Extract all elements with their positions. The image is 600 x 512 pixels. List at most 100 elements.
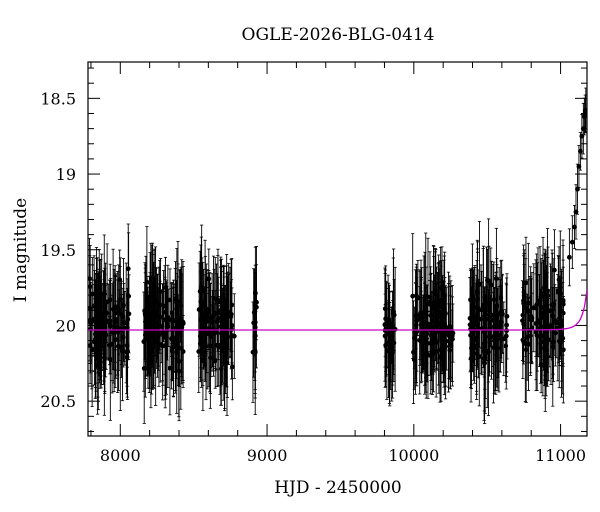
- data-point: [124, 349, 129, 355]
- data-point: [418, 310, 424, 316]
- data-point: [481, 341, 487, 346]
- y-axis-label: I magnitude: [11, 198, 31, 302]
- data-point: [523, 347, 529, 353]
- data-point: [575, 186, 580, 192]
- data-point: [542, 314, 547, 319]
- data-point: [470, 322, 476, 327]
- data-point: [214, 342, 220, 348]
- data-point: [387, 338, 393, 344]
- data-point: [231, 333, 237, 339]
- data-point: [550, 339, 556, 345]
- data-point: [121, 302, 126, 308]
- data-point: [178, 345, 184, 351]
- data-point: [433, 291, 439, 297]
- data-point: [157, 302, 163, 308]
- x-axis-label: HJD - 2450000: [274, 478, 402, 498]
- data-point: [109, 341, 115, 347]
- data-point: [199, 304, 205, 309]
- data-point: [548, 323, 554, 328]
- data-point: [560, 310, 566, 316]
- chart-title: OGLE-2026-BLG-0414: [242, 25, 435, 45]
- data-point: [202, 316, 208, 322]
- data-point: [94, 309, 100, 315]
- data-point: [535, 300, 540, 306]
- data-point: [142, 312, 148, 318]
- data-point: [165, 323, 171, 329]
- data-point: [224, 307, 229, 312]
- data-point: [222, 345, 227, 351]
- data-point: [473, 337, 479, 343]
- data-point: [569, 239, 575, 245]
- data-point: [153, 339, 159, 345]
- data-point: [436, 304, 442, 310]
- data-point: [410, 293, 416, 299]
- data-point: [125, 266, 131, 272]
- data-point: [468, 356, 474, 361]
- x-tick-label: 8000: [100, 446, 141, 465]
- data-point: [583, 108, 587, 113]
- data-point: [525, 309, 531, 314]
- data-point: [448, 343, 454, 349]
- data-point: [141, 366, 147, 371]
- data-point: [91, 316, 97, 322]
- data-point: [390, 323, 395, 329]
- data-point: [224, 360, 230, 366]
- data-point: [120, 348, 125, 354]
- data-point: [218, 324, 224, 329]
- data-point: [538, 362, 544, 368]
- data-point: [150, 293, 156, 299]
- data-point: [419, 322, 425, 327]
- data-point: [148, 302, 154, 308]
- data-points: [88, 87, 587, 425]
- data-point: [167, 365, 173, 371]
- data-point: [99, 309, 105, 315]
- plot-frame: [87, 61, 588, 437]
- data-point: [229, 323, 235, 328]
- data-point: [101, 314, 107, 320]
- data-point: [481, 304, 486, 310]
- data-point: [142, 308, 148, 314]
- data-point: [124, 325, 130, 331]
- data-point: [503, 343, 509, 349]
- data-point: [566, 254, 572, 260]
- data-point: [117, 277, 123, 282]
- data-point: [528, 317, 534, 323]
- data-point: [88, 276, 92, 282]
- tick-labels: 8000 9000 10000 11000 18.5 19 19.5 20 20.5: [40, 89, 586, 465]
- y-tick-label: 19: [56, 165, 76, 184]
- x-tick-label: 9000: [247, 446, 288, 465]
- data-point: [125, 316, 131, 322]
- data-point: [423, 351, 429, 357]
- data-point: [545, 293, 551, 298]
- data-point: [558, 318, 564, 324]
- data-point: [521, 291, 527, 297]
- data-point: [439, 300, 445, 306]
- data-point: [144, 323, 150, 329]
- data-point: [524, 334, 530, 340]
- data-point: [169, 348, 175, 354]
- data-point: [208, 333, 214, 339]
- data-point: [447, 347, 453, 353]
- data-point: [251, 310, 257, 315]
- data-point: [487, 334, 492, 340]
- data-point: [414, 318, 420, 323]
- data-point: [254, 299, 259, 305]
- data-point: [468, 326, 473, 332]
- data-point: [101, 291, 107, 297]
- data-point: [431, 351, 436, 356]
- data-point: [539, 333, 545, 339]
- data-point: [162, 343, 168, 349]
- data-point: [167, 297, 173, 303]
- data-point: [178, 303, 183, 309]
- data-point: [211, 313, 216, 319]
- data-point: [391, 309, 396, 315]
- data-point: [492, 313, 497, 319]
- data-point: [198, 337, 204, 343]
- data-point: [107, 297, 113, 303]
- data-point: [450, 330, 456, 336]
- data-point: [89, 291, 95, 297]
- data-point: [476, 354, 482, 359]
- model-curve: [88, 289, 587, 331]
- data-point: [207, 343, 213, 349]
- y-tick-label: 19.5: [40, 241, 76, 260]
